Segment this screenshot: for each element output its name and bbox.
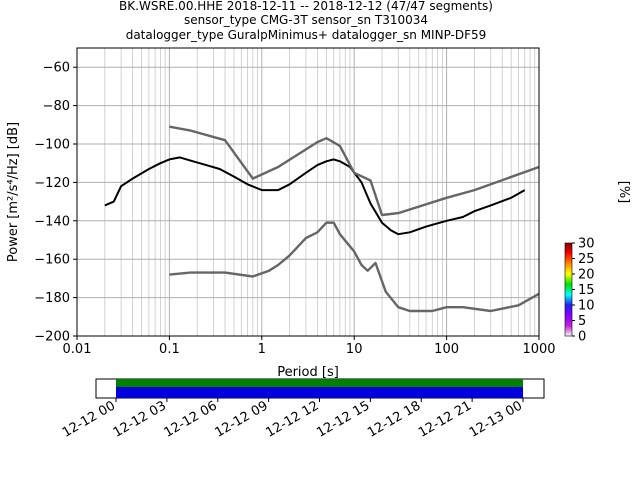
- timeline-tick-label: 12-12 06: [162, 398, 220, 440]
- y-tick-label: −100: [34, 138, 70, 153]
- timeline-tick-label: 12-13 00: [467, 398, 525, 440]
- y-tick-label: −160: [34, 253, 70, 268]
- y-tick-label: −120: [34, 176, 70, 191]
- plot-frame: [76, 47, 540, 337]
- chart-title-line-1: BK.WSRE.00.HHE 2018-12-11 -- 2018-12-12 …: [119, 0, 493, 13]
- colorbar-tick-label: 20: [578, 268, 595, 283]
- y-axis-label: Power [m²/s⁴/Hz] [dB]: [6, 122, 21, 262]
- high-noise-model-curve: [169, 125, 540, 217]
- curves: [104, 125, 540, 313]
- timeline-tick-label: 12-12 03: [111, 398, 169, 440]
- colorbar-tick-label: 15: [578, 283, 595, 298]
- timeline-tick-label: 12-12 00: [60, 398, 118, 440]
- x-tick-label: 1000: [522, 342, 555, 357]
- timeline-tick-label: 12-12 12: [263, 398, 321, 440]
- plot-background: [77, 48, 539, 336]
- y-tick-label: −140: [34, 214, 70, 229]
- x-tick-label: 10: [346, 342, 363, 357]
- x-tick-label: 0.1: [159, 342, 180, 357]
- colorbar-tick-label: 25: [578, 252, 595, 267]
- colorbar-tick-label: 0: [578, 330, 586, 345]
- timeline-data-bar: [116, 379, 523, 387]
- ppsd-plot: 0.01 0.1 1 10 100 1000 −200 −180 −160 −140 −120 −1…: [6, 47, 556, 380]
- x-axis-label: Period [s]: [277, 365, 339, 380]
- colorbar-tick-label: 5: [578, 314, 586, 329]
- colorbar-tick-label: 30: [578, 237, 595, 252]
- y-tick-label: −80: [43, 99, 70, 114]
- chart-title-line-2: sensor_type CMG-3T sensor_sn T310034: [184, 13, 428, 27]
- x-tick-label: 0.01: [63, 342, 92, 357]
- timeline-tick-label: 12-12 15: [314, 398, 372, 440]
- x-tick-label: 1: [258, 342, 266, 357]
- y-axis-ticks: −200 −180 −160 −140 −120 −100 −80 −60: [34, 61, 77, 345]
- timeline-tick-label: 12-12 09: [213, 398, 271, 440]
- low-noise-model-curve: [169, 221, 540, 313]
- colorbar-tick-label: 10: [578, 299, 595, 314]
- colorbar-label: [%]: [616, 181, 631, 204]
- mode-curve: [104, 156, 526, 236]
- timeline-tick-label: 12-12 21: [416, 398, 474, 440]
- timeline-used-bar: [116, 387, 523, 398]
- x-tick-label: 100: [434, 342, 459, 357]
- x-axis-ticks: 0.01 0.1 1 10 100 1000: [63, 336, 556, 357]
- timeline-tick-label: 12-12 18: [365, 398, 423, 440]
- y-tick-label: −200: [34, 330, 70, 345]
- y-tick-label: −180: [34, 291, 70, 306]
- grid-lines: [76, 48, 539, 337]
- colorbar-gradient: [564, 242, 573, 337]
- chart-title-line-3: datalogger_type GuralpMinimus+ datalogge…: [126, 28, 487, 42]
- y-tick-label: −60: [43, 61, 70, 76]
